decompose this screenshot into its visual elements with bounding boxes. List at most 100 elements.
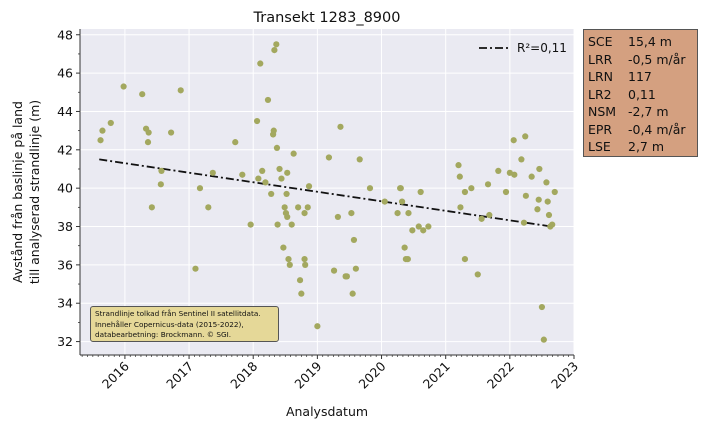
data-point — [305, 183, 313, 190]
data-point — [99, 127, 106, 134]
data-point — [366, 185, 374, 192]
stat-label: LRR — [588, 51, 613, 67]
data-point — [522, 133, 529, 140]
data-point — [348, 209, 355, 217]
data-point — [157, 181, 164, 188]
data-point — [247, 221, 254, 228]
data-point — [177, 87, 184, 94]
stat-label: EPR — [588, 121, 613, 137]
data-point — [518, 156, 525, 163]
plot-area — [80, 29, 574, 355]
data-point — [457, 204, 464, 211]
data-point — [405, 209, 412, 217]
stat-value: -0,4 m/år — [628, 121, 686, 137]
data-point — [196, 185, 204, 192]
data-point — [334, 213, 342, 221]
data-point — [273, 41, 280, 48]
data-point — [350, 236, 358, 244]
data-point — [144, 139, 152, 146]
x-tick-label: 2017 — [163, 359, 196, 392]
data-point — [343, 273, 350, 280]
data-point — [478, 215, 485, 222]
y-tick-label: 42 — [57, 142, 73, 157]
stat-value: 117 — [628, 69, 652, 84]
data-point — [349, 290, 356, 297]
legend: R²=0,11 — [479, 41, 567, 55]
x-axis-label: Analysdatum — [286, 404, 368, 419]
data-point — [522, 192, 529, 199]
stat-label: SCE — [588, 34, 613, 49]
data-point — [270, 127, 277, 134]
data-point — [545, 211, 553, 219]
stat-value: -0,5 m/år — [628, 51, 686, 67]
credit-line: Innehåller Copernicus-data (2015-2022), — [95, 319, 244, 329]
stat-value: 15,4 m — [628, 34, 672, 49]
y-tick-label: 44 — [57, 104, 73, 119]
stat-row-lse: LSE 2,7 m — [588, 138, 693, 156]
data-point — [417, 188, 424, 196]
y-tick-label: 40 — [57, 181, 73, 196]
data-point — [381, 198, 388, 205]
y-axis-label-line-2: till analyserad strandlinje (m) — [27, 100, 42, 284]
data-point — [486, 211, 493, 219]
y-tick-label: 36 — [57, 257, 73, 272]
data-point — [301, 209, 308, 217]
data-point — [286, 261, 293, 268]
data-point — [284, 213, 291, 221]
stat-value: 0,11 — [628, 86, 656, 102]
point-layer — [97, 41, 558, 343]
stat-row-lrr: LRR -0,5 m/år — [588, 51, 693, 69]
data-point — [253, 117, 261, 125]
data-point — [145, 129, 152, 136]
data-point — [268, 190, 275, 198]
stat-label: NSM — [588, 104, 617, 119]
stats-box: SCE 15,4 m LRR -0,5 m/år LRN 117 LR2 0,1… — [583, 29, 698, 157]
data-point — [283, 190, 290, 198]
data-point — [404, 256, 411, 263]
data-point — [271, 46, 278, 54]
data-point — [528, 173, 535, 180]
data-point — [295, 204, 302, 211]
data-point — [538, 303, 546, 311]
data-point — [401, 244, 408, 251]
trend-line — [99, 158, 552, 228]
data-point — [352, 265, 359, 272]
data-point — [534, 206, 541, 213]
data-point — [205, 204, 212, 211]
data-point — [535, 196, 542, 203]
data-point — [540, 336, 547, 343]
data-point — [298, 290, 305, 297]
data-point — [551, 188, 558, 196]
data-point — [139, 91, 146, 98]
data-point — [288, 221, 295, 228]
data-point — [239, 171, 246, 178]
data-point — [296, 277, 304, 284]
data-point — [148, 204, 155, 211]
data-point — [409, 227, 416, 234]
stat-row-lr2: LR2 0,11 — [588, 86, 693, 104]
data-point — [280, 244, 287, 251]
legend-label: R²=0,11 — [517, 41, 567, 55]
data-point — [356, 156, 363, 163]
data-point — [281, 204, 288, 211]
data-point — [330, 267, 338, 274]
data-point — [474, 271, 481, 278]
data-point — [511, 171, 518, 178]
data-point — [325, 154, 333, 161]
x-tick-label: 2022 — [484, 359, 517, 392]
data-point — [274, 221, 281, 228]
chart-title: Transekt 1283_8900 — [253, 10, 401, 26]
data-point — [394, 209, 401, 217]
data-point — [209, 169, 216, 176]
x-tick-label: 2018 — [227, 358, 260, 391]
x-tick-label: 2023 — [548, 359, 581, 392]
data-point — [397, 185, 404, 192]
x-tick-label: 2019 — [291, 358, 324, 391]
data-point — [158, 167, 165, 175]
credit-line: databearbetning: Brockmann. © SGI. — [95, 330, 232, 339]
stat-value: -2,7 m — [628, 104, 669, 119]
data-point — [510, 137, 517, 144]
x-tick-label: 2021 — [420, 359, 453, 392]
data-point — [415, 223, 422, 230]
